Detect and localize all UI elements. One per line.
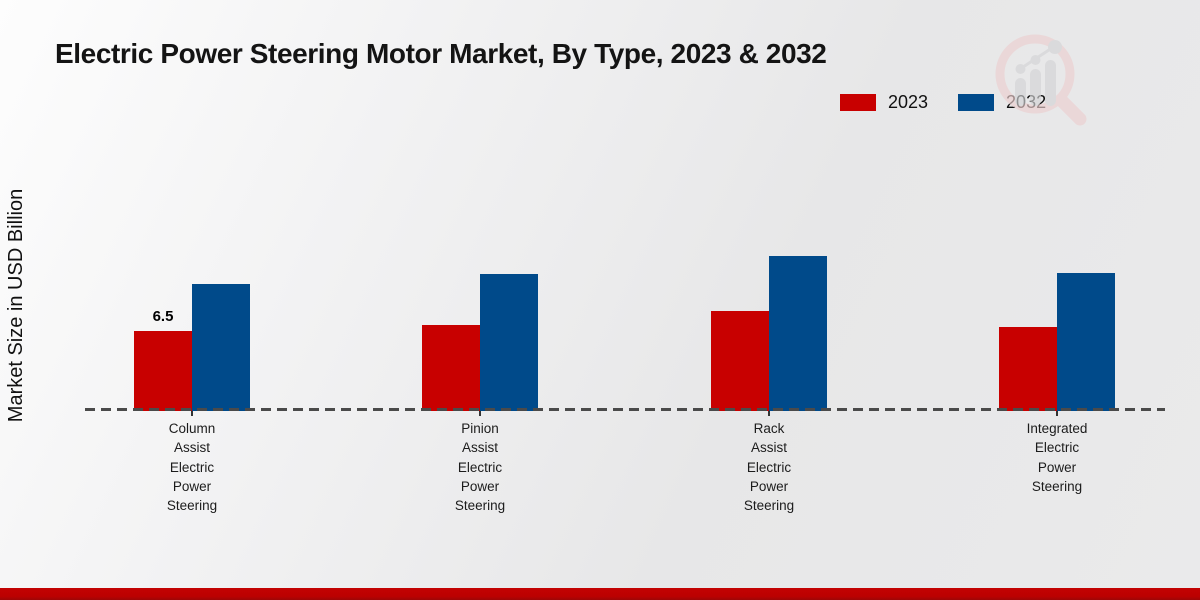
x-axis-tick — [1056, 411, 1058, 416]
category-label: Integrated Electric Power Steering — [987, 419, 1127, 496]
legend-label-2023: 2023 — [888, 92, 929, 112]
category-label-word: Steering — [1031, 478, 1083, 494]
category-label-word: Assist — [461, 440, 498, 456]
magnifier-growth-chart-logo-icon — [995, 34, 1087, 126]
category-label-word: Pinion — [461, 421, 499, 436]
category-label-word: Power — [172, 478, 212, 494]
bar-2023-category-2 — [711, 311, 769, 411]
category-label-word: Electric — [457, 459, 503, 475]
category-label-word: Electric — [1034, 440, 1080, 456]
category-label: Pinion Assist Electric Power Steering — [410, 419, 550, 515]
category-label-word: Assist — [750, 440, 787, 456]
bar-2032-category-1 — [480, 274, 538, 411]
category-label-word: Column — [168, 421, 216, 436]
bar-2023-category-1 — [422, 325, 480, 411]
x-axis-tick — [191, 411, 193, 416]
bar-2032-category-0 — [192, 284, 250, 411]
category-label-word: Electric — [746, 459, 792, 475]
category-label-word: Power — [749, 478, 789, 494]
y-axis-label: Market Size in USD Billion — [5, 188, 28, 422]
bar-value-label: 6.5 — [152, 308, 174, 325]
bar-2032-category-3 — [1057, 273, 1115, 411]
category-label-word: Power — [460, 478, 500, 494]
category-label-word: Steering — [743, 498, 795, 514]
x-axis-tick — [768, 411, 770, 416]
category-label-word: Steering — [166, 498, 218, 514]
category-label-word: Rack — [753, 421, 785, 436]
chart-title: Electric Power Steering Motor Market, By… — [55, 38, 827, 69]
category-label-word: Electric — [169, 459, 215, 475]
legend-item-2023: 2023 — [840, 92, 928, 113]
bar-2023-category-0 — [134, 331, 192, 411]
bar-2023-category-3 — [999, 327, 1057, 411]
legend-swatch-2032 — [958, 94, 995, 111]
category-label: Column Assist Electric Power Steering — [122, 419, 262, 515]
category-label-word: Assist — [173, 440, 210, 456]
y-axis-label-container: Market Size in USD Billion — [2, 135, 32, 475]
category-label: Rack Assist Electric Power Steering — [699, 419, 839, 515]
category-label-word: Steering — [454, 498, 506, 514]
bar-2032-category-2 — [769, 256, 827, 411]
footer-accent-band — [0, 588, 1200, 600]
x-axis-tick — [479, 411, 481, 416]
legend-swatch-2023 — [840, 94, 876, 111]
x-axis-dashed-baseline — [85, 408, 1165, 411]
category-label-word: Power — [1037, 459, 1077, 475]
category-label-word: Integrated — [1026, 421, 1088, 436]
